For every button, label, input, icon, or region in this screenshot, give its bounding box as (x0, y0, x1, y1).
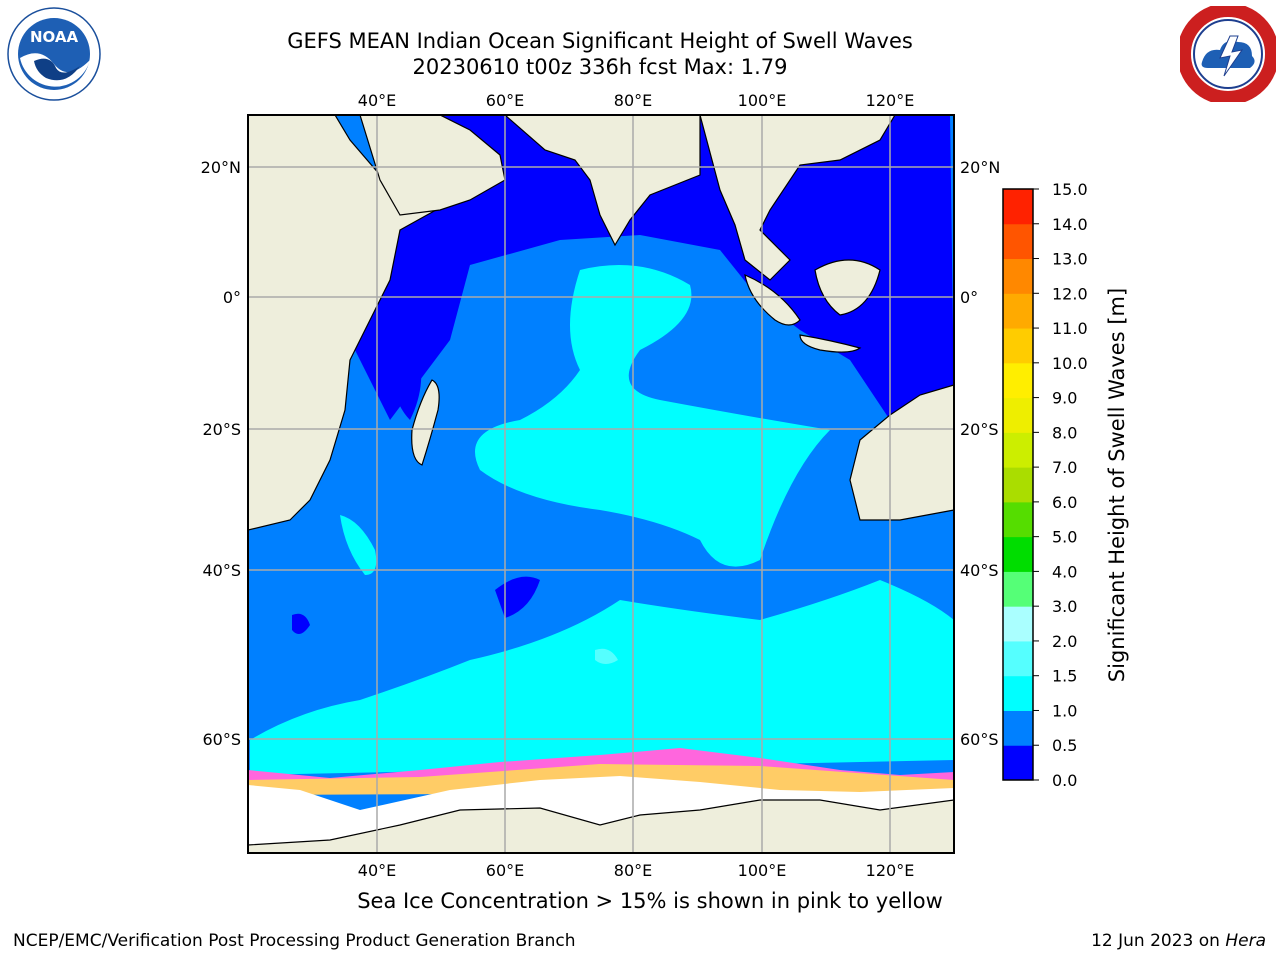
colorbar-tick-label: 3.0 (1052, 597, 1077, 616)
colorbar-bin (1003, 293, 1033, 329)
colorbar-tick-label: 7.0 (1052, 458, 1077, 477)
colorbar-tick-label: 6.0 (1052, 493, 1077, 512)
lon-tick-top: 80°E (614, 91, 652, 110)
colorbar-bin (1003, 501, 1033, 538)
colorbar-bin (1003, 189, 1033, 225)
lon-tick-top: 120°E (866, 91, 915, 110)
colorbar-tick-label: 15.0 (1052, 180, 1088, 199)
land-southeast-asia (699, 115, 896, 281)
colorbar-tick-label: 2.0 (1052, 632, 1077, 651)
colorbar-bin (1003, 606, 1033, 642)
footer-machine: Hera (1225, 931, 1266, 951)
colorbar-tick-label: 4.0 (1052, 562, 1077, 581)
map-frame (247, 114, 955, 854)
swell-1.0-1.5-south (250, 580, 954, 775)
lon-tick-top: 100°E (738, 91, 787, 110)
chart-title: GEFS MEAN Indian Ocean Significant Heigh… (287, 29, 913, 53)
colorbar-bin (1003, 362, 1033, 399)
nws-logo (1180, 6, 1276, 102)
lat-tick-left: 60°S (202, 730, 241, 749)
colorbar-bin (1003, 640, 1033, 677)
colorbar-label: Significant Height of Swell Waves [m] (1105, 288, 1129, 682)
swell-low-madagascar (385, 342, 422, 420)
lat-tick-left: 40°S (202, 561, 241, 580)
lat-tick-right: 40°S (960, 561, 999, 580)
footer-date-text: 12 Jun 2023 on (1091, 931, 1226, 951)
lon-tick-bottom: 120°E (866, 861, 915, 880)
colorbar-tick-label: 13.0 (1052, 250, 1088, 269)
land-java (799, 334, 862, 353)
swell-low-patch2 (495, 576, 540, 618)
colorbar-bin (1003, 710, 1033, 746)
chart-subtitle: 20230610 t00z 336h fcst Max: 1.79 (412, 55, 788, 79)
colorbar-tick-label: 10.0 (1052, 354, 1088, 373)
lat-tick-left: 0° (223, 288, 241, 307)
colorbar-bin (1003, 675, 1033, 711)
colorbar-bin (1003, 397, 1033, 433)
land-arabia (359, 115, 506, 216)
land-australia (849, 384, 954, 521)
colorbar (1003, 189, 1033, 781)
svg-text:NOAA: NOAA (30, 28, 79, 46)
swell-1.0-1.5-west (340, 515, 377, 575)
swell-1.5-2.0-patch (595, 648, 618, 664)
lat-tick-right: 20°S (960, 420, 999, 439)
lat-tick-right: 20°N (960, 158, 1000, 177)
colorbar-tick-label: 12.0 (1052, 284, 1088, 303)
map-field (248, 115, 954, 853)
lat-tick-left: 20°S (202, 420, 241, 439)
land-antarctica (248, 799, 954, 853)
colorbar-tick-label: 5.0 (1052, 528, 1077, 547)
colorbar-tick-label: 11.0 (1052, 319, 1088, 338)
colorbar-ticks: 0.0 0.5 1.0 1.5 2.0 3.0 4.0 5.0 6.0 7.0 8.0 9.0 10.0… (1033, 180, 1088, 790)
lon-tick-bottom: 60°E (486, 861, 524, 880)
colorbar-bin (1003, 571, 1033, 607)
graticule (248, 115, 954, 853)
colorbar-bin (1003, 223, 1033, 260)
colorbar-bin (1003, 258, 1033, 294)
colorbar-tick-label: 9.0 (1052, 389, 1077, 408)
footer-date: 12 Jun 2023 on Hera (1091, 931, 1266, 951)
land-africa (248, 115, 446, 531)
lon-tick-bottom: 80°E (614, 861, 652, 880)
swell-1.0-1.5-central (475, 265, 830, 567)
land-madagascar (411, 379, 440, 466)
colorbar-tick-label: 1.5 (1052, 667, 1077, 686)
sea-ice-note: Sea Ice Concentration > 15% is shown in … (357, 889, 943, 913)
land-borneo (814, 259, 881, 316)
lat-tick-right: 0° (960, 288, 978, 307)
lon-tick-top: 40°E (358, 91, 396, 110)
colorbar-bin (1003, 745, 1033, 781)
colorbar-bin (1003, 432, 1033, 468)
lon-tick-bottom: 40°E (358, 861, 396, 880)
lon-tick-top: 60°E (486, 91, 524, 110)
colorbar-tick-label: 0.0 (1052, 771, 1077, 790)
lat-tick-right: 60°S (960, 730, 999, 749)
lat-tick-left: 20°N (201, 158, 241, 177)
colorbar-tick-label: 8.0 (1052, 423, 1077, 442)
land-india (504, 115, 701, 247)
colorbar-bin (1003, 467, 1033, 503)
colorbar-tick-label: 1.0 (1052, 701, 1077, 720)
noaa-logo: NOAA (7, 7, 101, 101)
swell-low-patch1 (292, 613, 310, 634)
colorbar-bin (1003, 328, 1033, 364)
footer-credit: NCEP/EMC/Verification Post Processing Pr… (13, 931, 576, 951)
land-sumatra (744, 273, 801, 326)
colorbar-frame (1002, 188, 1034, 781)
colorbar-bin (1003, 536, 1033, 572)
colorbar-tick-label: 14.0 (1052, 215, 1088, 234)
colorbar-tick-label: 0.5 (1052, 736, 1077, 755)
lon-tick-bottom: 100°E (738, 861, 787, 880)
